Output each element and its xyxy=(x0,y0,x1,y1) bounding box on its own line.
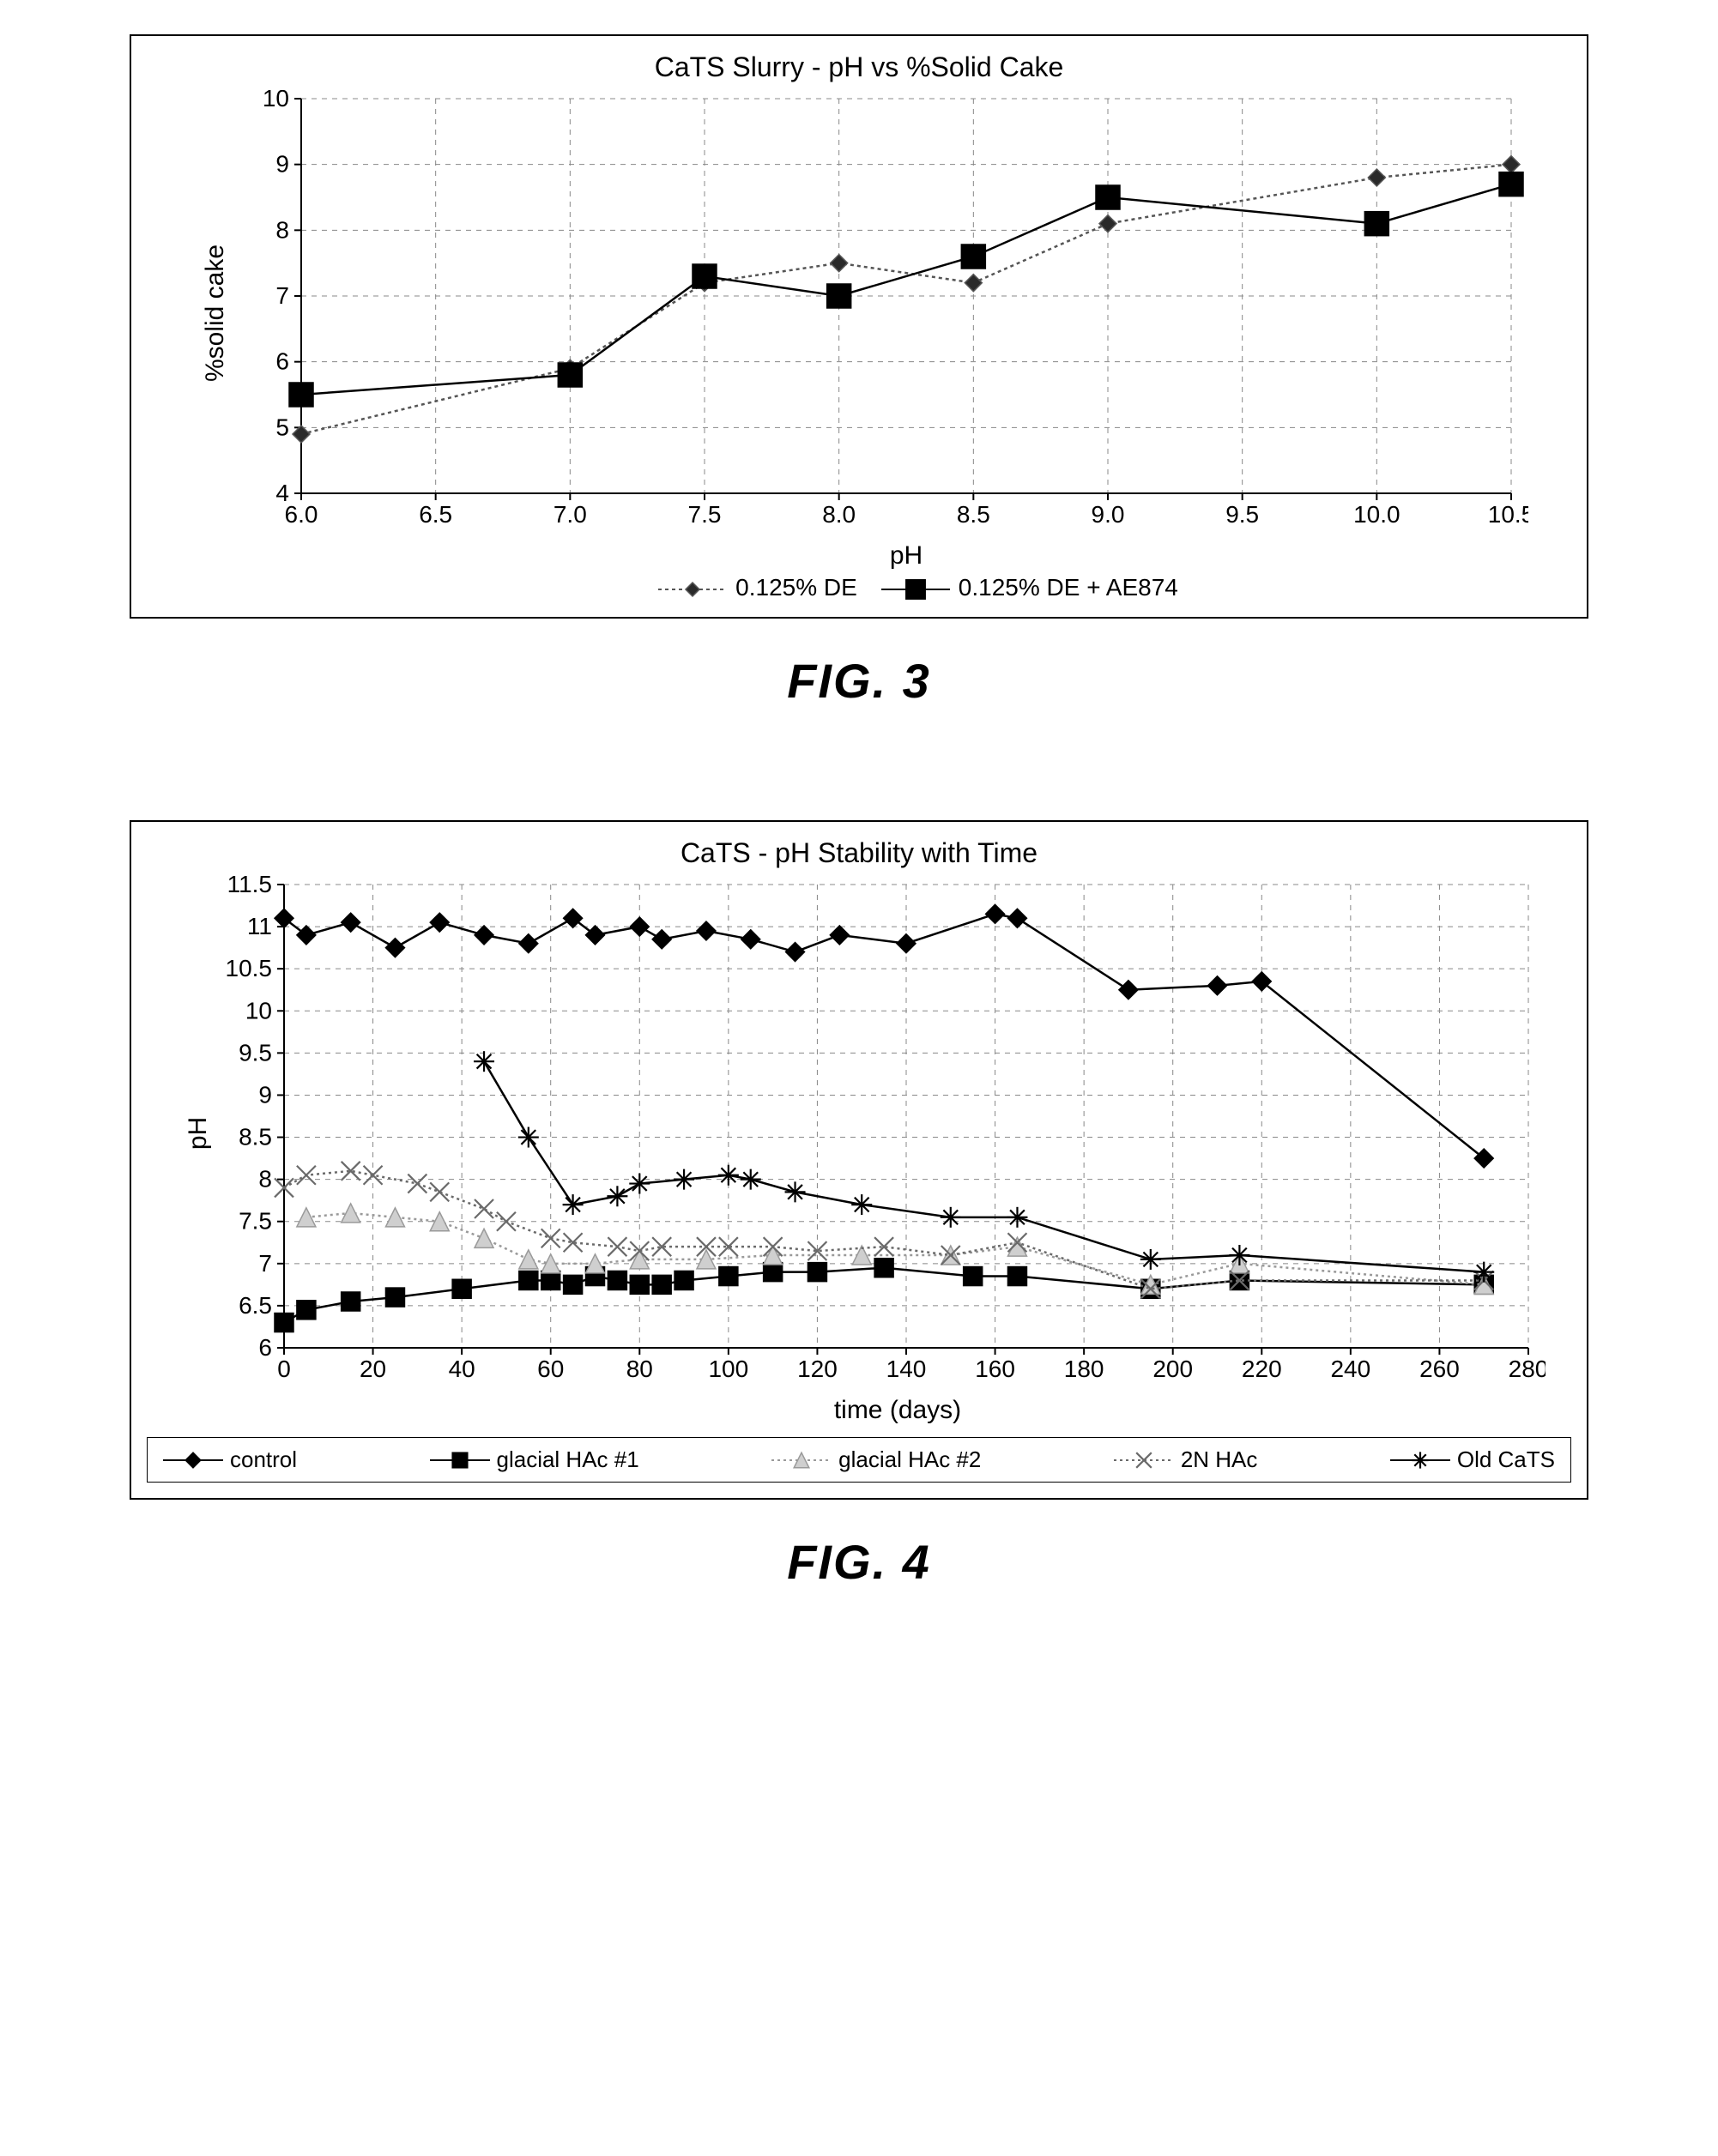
svg-text:10.5: 10.5 xyxy=(226,955,273,981)
fig3-chart-box: CaTS Slurry - pH vs %Solid Cake %solid c… xyxy=(130,34,1588,619)
svg-text:7.5: 7.5 xyxy=(239,1208,272,1235)
svg-text:180: 180 xyxy=(1064,1356,1104,1382)
svg-text:20: 20 xyxy=(360,1356,386,1382)
svg-text:7: 7 xyxy=(258,1250,272,1277)
svg-text:5: 5 xyxy=(275,414,289,440)
svg-text:7.0: 7.0 xyxy=(554,501,587,528)
svg-text:40: 40 xyxy=(449,1356,475,1382)
fig3-caption: FIG. 3 xyxy=(130,653,1588,709)
legend-item: Old CaTS xyxy=(1390,1446,1555,1473)
svg-text:240: 240 xyxy=(1330,1356,1370,1382)
svg-text:9: 9 xyxy=(275,151,289,178)
fig3-plot-stage: %solid cake 6.06.57.07.58.08.59.09.510.0… xyxy=(241,90,1571,536)
figure-3-container: CaTS Slurry - pH vs %Solid Cake %solid c… xyxy=(130,34,1588,709)
svg-text:9: 9 xyxy=(258,1081,272,1108)
svg-text:100: 100 xyxy=(708,1356,748,1382)
svg-text:9.0: 9.0 xyxy=(1092,501,1125,528)
svg-text:160: 160 xyxy=(975,1356,1015,1382)
legend-item: glacial HAc #2 xyxy=(771,1446,981,1473)
svg-text:4: 4 xyxy=(275,480,289,506)
svg-text:6: 6 xyxy=(275,348,289,375)
figure-4-container: CaTS - pH Stability with Time pH 0 20 40 60… xyxy=(130,820,1588,1590)
svg-text:10.0: 10.0 xyxy=(1353,501,1400,528)
fig3-legend: 0.125% DE0.125% DE + AE874 xyxy=(241,574,1571,601)
svg-text:60: 60 xyxy=(537,1356,564,1382)
fig3-ylabel: %solid cake xyxy=(201,245,230,382)
svg-text:220: 220 xyxy=(1242,1356,1282,1382)
svg-text:11.5: 11.5 xyxy=(227,876,272,897)
svg-text:8.5: 8.5 xyxy=(239,1124,272,1150)
svg-text:6.0: 6.0 xyxy=(285,501,318,528)
svg-text:8.5: 8.5 xyxy=(957,501,990,528)
fig3-svg: 6.0 6.5 7.0 7.5 8.0 8.5 9.0 9.5 10.0 10.5 4 5 6 7 8 9 10 xyxy=(241,90,1528,536)
svg-text:8: 8 xyxy=(275,216,289,243)
fig4-chart-box: CaTS - pH Stability with Time pH 0 20 40 60… xyxy=(130,820,1588,1500)
svg-text:8.0: 8.0 xyxy=(822,501,856,528)
svg-text:10: 10 xyxy=(245,997,272,1024)
fig3-xlabel: pH xyxy=(241,541,1571,571)
fig4-caption: FIG. 4 xyxy=(130,1534,1588,1590)
svg-text:7.5: 7.5 xyxy=(688,501,722,528)
svg-text:280: 280 xyxy=(1509,1356,1546,1382)
svg-text:6.5: 6.5 xyxy=(239,1292,272,1319)
svg-text:260: 260 xyxy=(1419,1356,1460,1382)
legend-item: glacial HAc #1 xyxy=(430,1446,639,1473)
svg-text:7: 7 xyxy=(275,282,289,309)
svg-text:120: 120 xyxy=(797,1356,838,1382)
fig4-legend: control glacial HAc #1 glacial HAc #2 2N HA… xyxy=(147,1437,1571,1483)
svg-text:80: 80 xyxy=(626,1356,653,1382)
svg-text:9.5: 9.5 xyxy=(1225,501,1259,528)
legend-item: 2N HAc xyxy=(1114,1446,1258,1473)
legend-item: 0.125% DE + AE874 xyxy=(857,574,1178,601)
legend-item: control xyxy=(163,1446,297,1473)
svg-text:9.5: 9.5 xyxy=(239,1039,272,1066)
svg-text:200: 200 xyxy=(1152,1356,1193,1382)
svg-text:0: 0 xyxy=(277,1356,291,1382)
fig4-ylabel: pH xyxy=(184,1117,213,1150)
svg-text:11: 11 xyxy=(247,913,272,939)
svg-text:8: 8 xyxy=(258,1166,272,1193)
fig4-svg: 0 20 40 60 80 100 120 140 160 180 200 220 240 260 280 6… xyxy=(224,876,1546,1391)
fig3-title: CaTS Slurry - pH vs %Solid Cake xyxy=(147,51,1571,83)
svg-text:10: 10 xyxy=(263,90,289,112)
svg-text:140: 140 xyxy=(886,1356,927,1382)
fig4-plot-stage: pH 0204060801001201401601802002202402602… xyxy=(224,876,1571,1391)
svg-text:6: 6 xyxy=(258,1334,272,1361)
fig4-title: CaTS - pH Stability with Time xyxy=(147,837,1571,869)
legend-item: 0.125% DE xyxy=(634,574,857,601)
svg-text:6.5: 6.5 xyxy=(419,501,452,528)
svg-text:10.5: 10.5 xyxy=(1488,501,1528,528)
fig4-xlabel: time (days) xyxy=(224,1396,1571,1425)
